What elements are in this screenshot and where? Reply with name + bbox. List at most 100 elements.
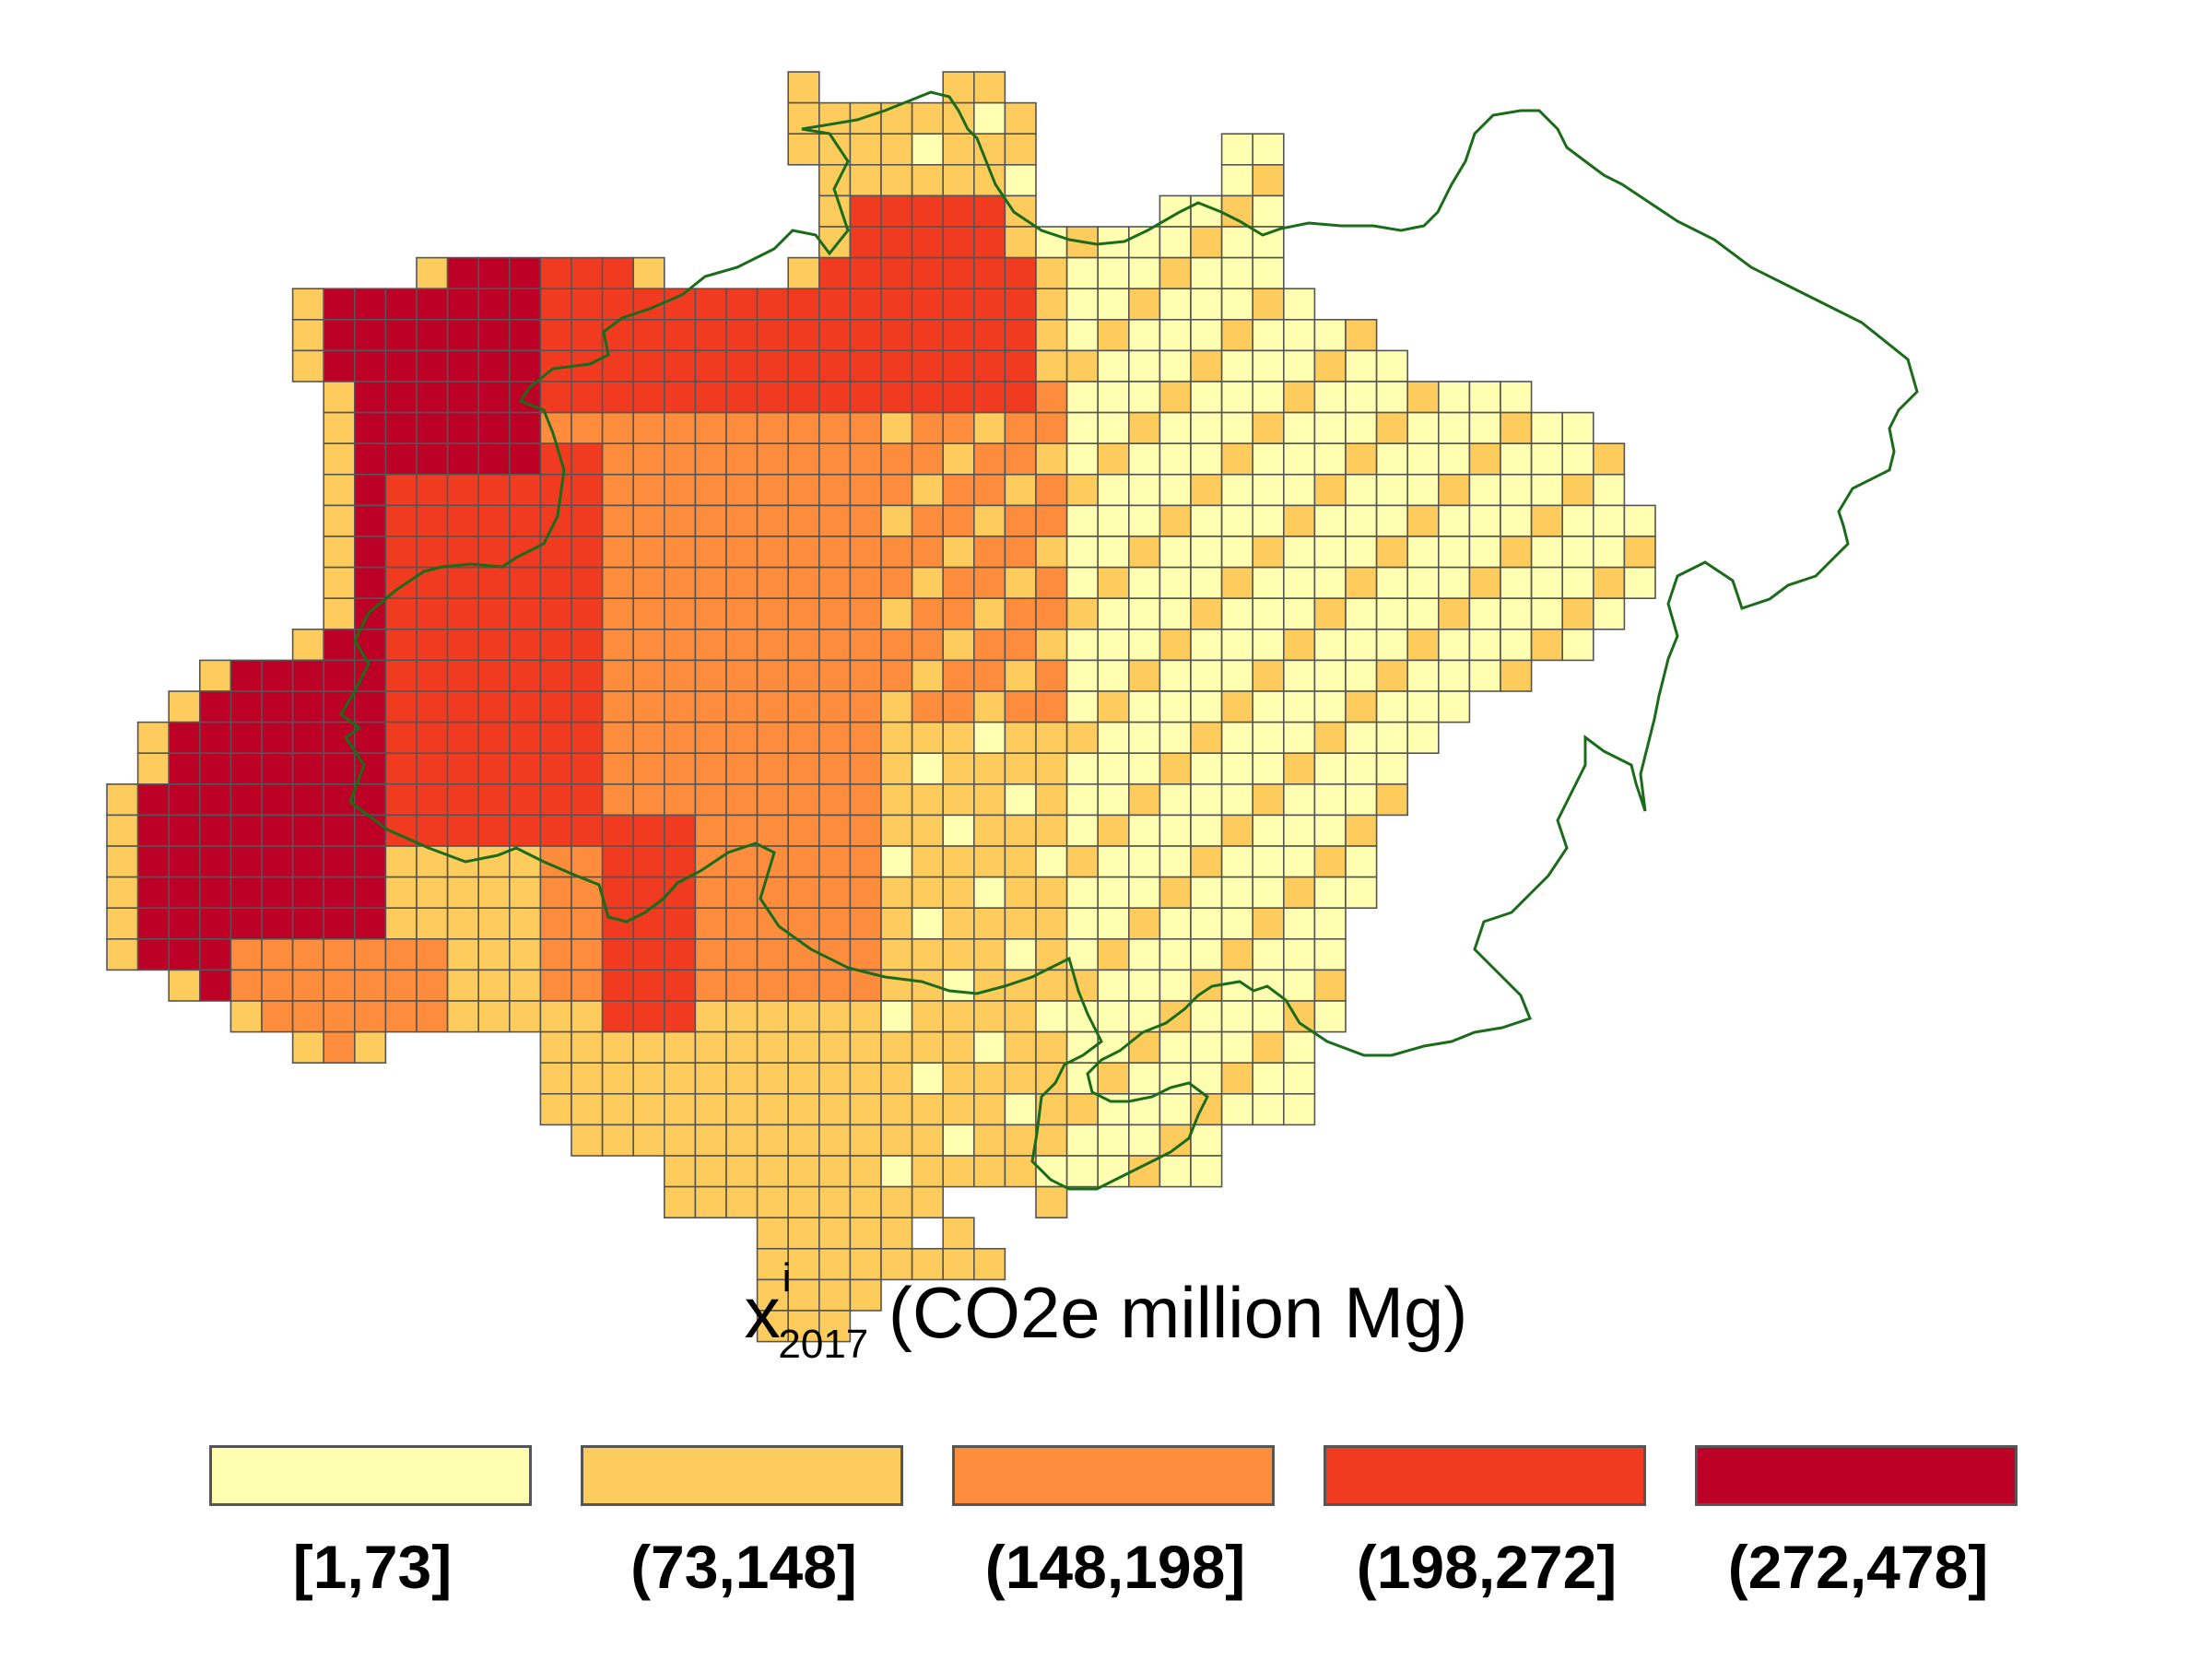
grid-cell [973,226,1006,259]
grid-cell [1065,256,1099,290]
grid-cell [849,876,882,909]
grid-cell [1035,442,1068,476]
grid-cell [291,814,325,847]
grid-cell [1283,381,1316,414]
grid-cell [973,349,1006,382]
grid-cell [291,288,325,321]
grid-cell [818,659,852,692]
grid-cell [1561,442,1594,476]
grid-cell [1097,473,1130,507]
grid-cell [787,721,820,754]
grid-cell [1097,566,1130,599]
grid-cell [1004,597,1037,630]
grid-cell [1097,845,1130,878]
grid-cell [539,442,572,476]
grid-cell [601,969,634,1002]
grid-cell [323,597,356,630]
grid-cell [942,597,975,630]
grid-cell [1128,597,1161,630]
grid-cell [446,814,480,847]
grid-cell [632,937,665,971]
grid-cell [1220,349,1253,382]
grid-cell [756,504,789,537]
grid-cell [1252,876,1285,909]
grid-cell [446,969,480,1002]
grid-cell [601,504,634,537]
grid-cell [1345,597,1378,630]
grid-cell [1220,721,1253,754]
grid-cell [663,1155,697,1188]
grid-cell [199,907,232,940]
grid-cell [571,721,604,754]
grid-cell [1252,1000,1285,1033]
grid-cell [756,721,789,754]
grid-cell [1406,504,1440,537]
grid-cell [1035,752,1068,785]
grid-cell [508,318,542,352]
grid-cell [1004,473,1037,507]
grid-cell [136,782,171,817]
grid-cell [1004,164,1037,197]
grid-cell [199,876,232,909]
grid-cell [1004,133,1037,166]
grid-cell [818,1185,852,1218]
grid-cell [416,752,449,785]
grid-cell [1190,473,1223,507]
grid-cell [1097,442,1130,476]
grid-cell [818,566,852,599]
grid-cell [1252,937,1285,971]
grid-cell [229,659,263,692]
grid-cell [323,411,356,445]
grid-cell [911,597,944,630]
grid-cell [942,1248,975,1281]
grid-cell [818,721,852,754]
grid-cell [1345,504,1378,537]
grid-cell [632,566,665,599]
grid-cell [1065,876,1099,909]
grid-cell [539,659,572,692]
grid-cell [446,659,480,692]
grid-cell [942,721,975,754]
grid-cell [880,659,913,692]
grid-cell [199,937,232,971]
grid-cell [1375,411,1408,445]
grid-cell [1035,937,1068,971]
grid-cell [353,876,387,909]
grid-cell [353,318,387,352]
grid-cell [1252,845,1285,878]
grid-cell [973,782,1006,817]
grid-cell [1159,659,1192,692]
grid-cell [787,752,820,785]
grid-cell [323,845,356,878]
grid-cell [1004,937,1037,971]
grid-cell [663,318,697,352]
grid-cell [1035,907,1068,940]
grid-cell [787,1278,820,1312]
grid-cell [1190,566,1223,599]
grid-cell [725,597,759,630]
grid-cell [725,752,759,785]
grid-cell [1065,411,1099,445]
grid-cell [1004,288,1037,321]
grid-cell [1313,411,1347,445]
grid-cell [477,411,511,445]
grid-cell [880,194,913,228]
grid-cell [416,381,449,414]
grid-cell [973,1155,1006,1188]
grid-cell [787,411,820,445]
grid-cell [849,381,882,414]
grid-cell [787,288,820,321]
grid-cell [1406,597,1440,630]
grid-cell [1190,256,1223,290]
grid-cell [973,504,1006,537]
grid-cell [756,566,789,599]
grid-cell [632,1062,665,1095]
grid-cell [1500,597,1533,630]
grid-cell [1004,101,1037,135]
grid-cell [353,288,387,321]
grid-cell [601,814,634,847]
grid-cell [663,1000,697,1033]
grid-cell [1283,907,1316,940]
grid-cell [261,690,294,724]
grid-cell [261,1000,294,1033]
